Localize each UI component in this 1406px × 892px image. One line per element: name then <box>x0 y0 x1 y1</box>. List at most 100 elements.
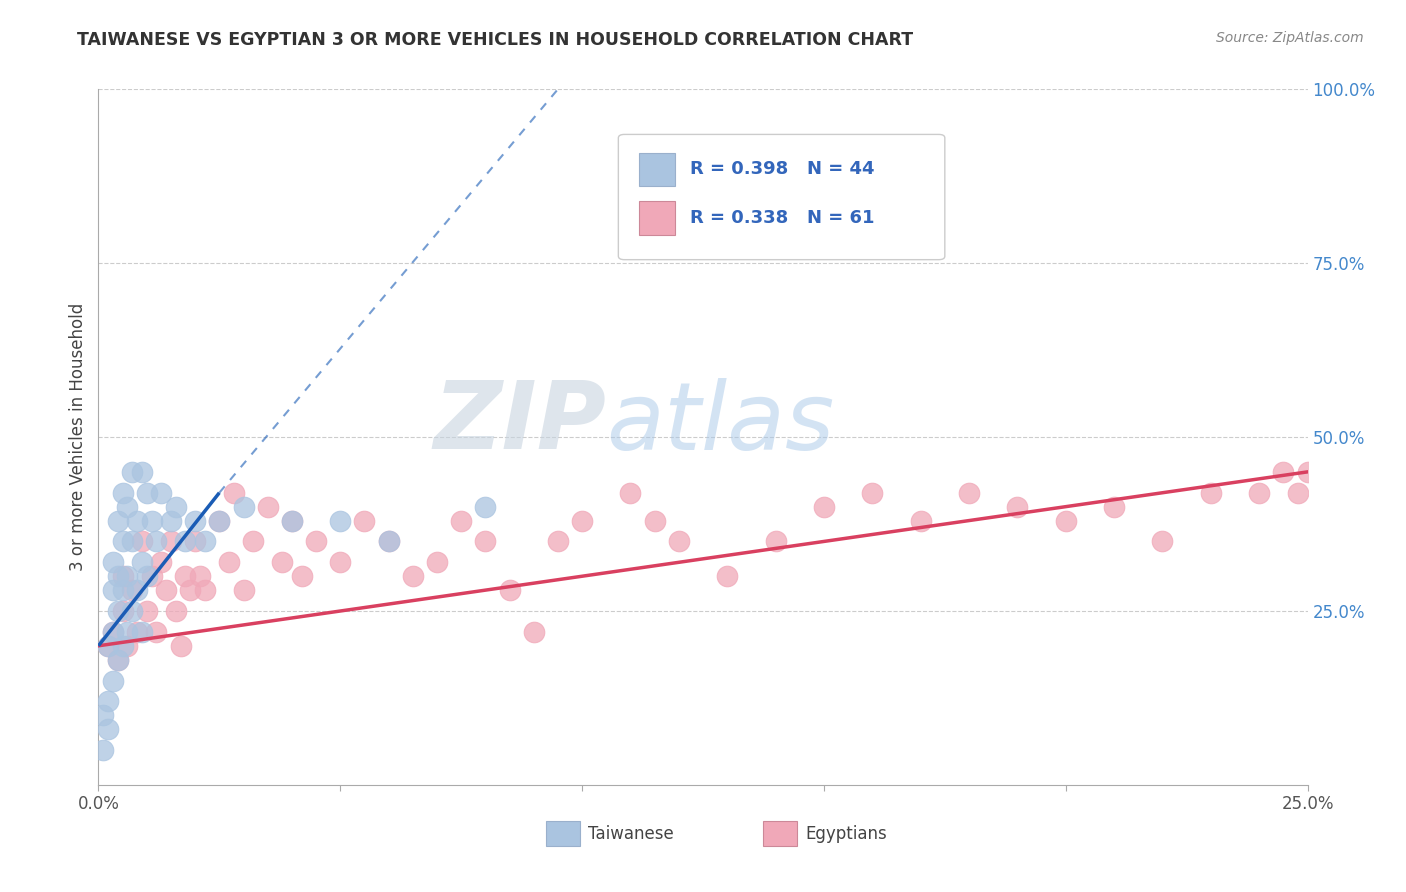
Point <box>174 569 197 583</box>
Point <box>97 723 120 737</box>
Point <box>145 534 167 549</box>
FancyBboxPatch shape <box>638 153 675 186</box>
Point <box>111 604 134 618</box>
Point <box>232 500 254 514</box>
Point <box>127 514 149 528</box>
Point <box>111 569 134 583</box>
Point <box>121 583 143 598</box>
Point <box>242 534 264 549</box>
Point <box>107 653 129 667</box>
Point <box>121 604 143 618</box>
Point <box>1054 514 1077 528</box>
Point <box>188 569 211 583</box>
Point <box>150 485 173 500</box>
Point <box>218 555 240 569</box>
Y-axis label: 3 or more Vehicles in Household: 3 or more Vehicles in Household <box>69 303 87 571</box>
FancyBboxPatch shape <box>619 135 945 260</box>
Point <box>194 583 217 598</box>
Text: atlas: atlas <box>606 377 835 468</box>
Point <box>101 673 124 688</box>
Point <box>222 485 245 500</box>
Point <box>716 569 738 583</box>
Point <box>111 534 134 549</box>
Point <box>860 485 883 500</box>
Point <box>256 500 278 514</box>
Point <box>117 624 139 639</box>
Point <box>91 708 114 723</box>
Point <box>329 514 352 528</box>
Point <box>957 485 980 500</box>
Point <box>450 514 472 528</box>
Point <box>117 569 139 583</box>
Point <box>169 639 191 653</box>
Point <box>1199 485 1222 500</box>
Point <box>377 534 399 549</box>
Point <box>644 514 666 528</box>
Point <box>111 639 134 653</box>
Point <box>329 555 352 569</box>
Point <box>131 534 153 549</box>
Point <box>1272 465 1295 479</box>
Point <box>141 514 163 528</box>
Point <box>1102 500 1125 514</box>
Point <box>1152 534 1174 549</box>
Point <box>910 514 932 528</box>
Point <box>813 500 835 514</box>
Point <box>305 534 328 549</box>
Point <box>179 583 201 598</box>
Text: Egyptians: Egyptians <box>806 825 887 843</box>
Text: Source: ZipAtlas.com: Source: ZipAtlas.com <box>1216 31 1364 45</box>
Point <box>135 485 157 500</box>
Point <box>474 534 496 549</box>
Text: Taiwanese: Taiwanese <box>588 825 673 843</box>
Point <box>547 534 569 549</box>
Point <box>107 569 129 583</box>
Point <box>135 604 157 618</box>
Point <box>101 624 124 639</box>
FancyBboxPatch shape <box>546 822 579 847</box>
Point <box>131 555 153 569</box>
Point <box>184 514 207 528</box>
Point <box>160 534 183 549</box>
Point <box>117 500 139 514</box>
Point <box>131 624 153 639</box>
Point <box>111 583 134 598</box>
Point <box>1249 485 1271 500</box>
Point <box>426 555 449 569</box>
Point <box>107 653 129 667</box>
Point <box>765 534 787 549</box>
Point <box>141 569 163 583</box>
Point <box>271 555 294 569</box>
Point <box>101 583 124 598</box>
Point <box>208 514 231 528</box>
Point <box>150 555 173 569</box>
Point <box>121 534 143 549</box>
Point <box>1007 500 1029 514</box>
Point <box>111 485 134 500</box>
Point <box>474 500 496 514</box>
Point <box>101 555 124 569</box>
Point <box>117 639 139 653</box>
Point <box>290 569 312 583</box>
Point <box>498 583 520 598</box>
Point <box>107 604 129 618</box>
Point <box>377 534 399 549</box>
Point <box>160 514 183 528</box>
Point <box>97 639 120 653</box>
Point <box>127 624 149 639</box>
Point <box>619 485 641 500</box>
Point <box>232 583 254 598</box>
Point <box>208 514 231 528</box>
Point <box>281 514 304 528</box>
Point <box>101 624 124 639</box>
Point <box>97 639 120 653</box>
Text: R = 0.398   N = 44: R = 0.398 N = 44 <box>690 161 875 178</box>
Point <box>402 569 425 583</box>
Text: TAIWANESE VS EGYPTIAN 3 OR MORE VEHICLES IN HOUSEHOLD CORRELATION CHART: TAIWANESE VS EGYPTIAN 3 OR MORE VEHICLES… <box>77 31 914 49</box>
Point <box>281 514 304 528</box>
Point <box>97 694 120 708</box>
Point <box>353 514 375 528</box>
Point <box>184 534 207 549</box>
Point <box>174 534 197 549</box>
Point <box>135 569 157 583</box>
